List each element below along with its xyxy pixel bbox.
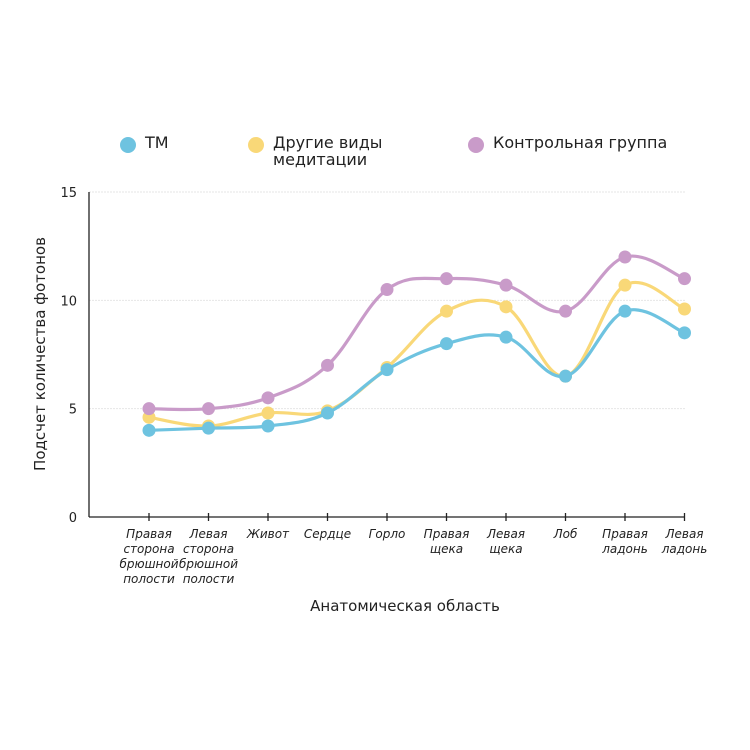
x-tick-label: Правая сторона брюшной полости bbox=[119, 527, 178, 586]
point-tm bbox=[499, 330, 513, 344]
point-control-group bbox=[202, 402, 215, 416]
y-tick-label: 10 bbox=[60, 294, 77, 309]
legend-label-tm: ТМ bbox=[145, 133, 169, 152]
series-control-group bbox=[142, 250, 691, 416]
x-tick-label-line: Правая bbox=[424, 527, 470, 541]
point-control-group bbox=[142, 402, 156, 416]
y-tick-label: 15 bbox=[60, 186, 77, 201]
x-tick-label-line: полости bbox=[123, 572, 175, 586]
x-tick-label: Левая ладонь bbox=[661, 527, 708, 556]
x-tick-label-line: Сердце bbox=[304, 527, 351, 541]
x-tick-label-line: полости bbox=[183, 572, 235, 586]
point-tm bbox=[261, 419, 275, 433]
x-tick-label-line: щека bbox=[430, 542, 463, 556]
x-tick-label-line: Правая bbox=[126, 527, 172, 541]
x-tick-label-line: сторона bbox=[123, 542, 174, 556]
x-tick-label-line: Левая bbox=[486, 527, 525, 541]
x-tick-label: Правая щека bbox=[424, 527, 470, 556]
point-tm bbox=[618, 304, 632, 318]
point-tm bbox=[559, 369, 572, 383]
x-tick-label-line: Правая bbox=[602, 527, 648, 541]
line-control-group bbox=[147, 254, 687, 412]
y-axis-title: Подсчет количества фотонов bbox=[31, 237, 49, 471]
point-tm bbox=[321, 406, 334, 420]
y-tick-label: 5 bbox=[69, 403, 77, 418]
legend-label-control-group: Контрольная группа bbox=[493, 133, 668, 152]
line-tm bbox=[147, 308, 687, 432]
x-tick-label-line: ладонь bbox=[661, 542, 708, 556]
point-control-group bbox=[380, 283, 394, 296]
point-control-group bbox=[678, 272, 691, 286]
x-tick-label-line: Левая bbox=[664, 527, 703, 541]
x-tick-label: Правая ладонь bbox=[601, 527, 648, 556]
point-control-group bbox=[499, 278, 513, 292]
axes bbox=[88, 192, 686, 521]
point-control-group bbox=[440, 272, 453, 286]
point-tm bbox=[440, 337, 453, 351]
point-other-meditation bbox=[261, 406, 275, 420]
point-control-group bbox=[261, 391, 275, 405]
x-tick-label-line: Левая bbox=[188, 527, 227, 541]
series-tm bbox=[142, 304, 691, 437]
x-tick-label: Лоб bbox=[553, 527, 578, 541]
point-tm bbox=[678, 326, 691, 340]
point-tm bbox=[142, 423, 156, 437]
legend-label-other-meditation: Другие виды медитации bbox=[273, 133, 383, 169]
legend: ТМ Другие виды медитации Контрольная гру… bbox=[0, 134, 750, 184]
y-tick-label: 0 bbox=[69, 511, 77, 526]
point-other-meditation bbox=[678, 302, 691, 316]
line-other-meditation bbox=[147, 281, 687, 428]
x-tick-label-line: брюшной bbox=[119, 557, 178, 571]
x-tick-label-line: щека bbox=[489, 542, 522, 556]
x-tick-label-line: Горло bbox=[369, 527, 406, 541]
x-axis-title: Анатомическая область bbox=[310, 597, 500, 615]
x-tick-label-line: брюшной bbox=[179, 557, 238, 571]
x-tick-label-line: сторона bbox=[183, 542, 234, 556]
x-tick-label: Горло bbox=[369, 527, 406, 541]
x-tick-label-line: Лоб bbox=[553, 527, 578, 541]
point-control-group bbox=[559, 304, 572, 318]
x-tick-label-line: Живот bbox=[246, 527, 290, 541]
point-other-meditation bbox=[618, 278, 632, 292]
x-tick-label: Живот bbox=[246, 527, 290, 541]
legend-marker-other-meditation bbox=[248, 137, 264, 153]
legend-marker-control-group bbox=[468, 137, 484, 153]
point-other-meditation bbox=[440, 304, 453, 318]
x-tick-label: Левая сторона брюшной полости bbox=[179, 527, 238, 586]
legend-item-other-meditation[interactable]: Другие виды медитации bbox=[248, 134, 382, 168]
point-tm bbox=[202, 421, 215, 435]
legend-marker-tm bbox=[120, 137, 136, 153]
x-tick-label: Левая щека bbox=[486, 527, 525, 556]
point-tm bbox=[380, 363, 394, 377]
legend-item-tm[interactable]: ТМ bbox=[120, 134, 169, 153]
point-control-group bbox=[321, 358, 334, 372]
point-other-meditation bbox=[499, 300, 513, 314]
gridlines bbox=[89, 191, 686, 410]
series bbox=[142, 250, 691, 437]
legend-item-control-group[interactable]: Контрольная группа bbox=[468, 134, 667, 153]
x-tick-label-line: ладонь bbox=[601, 542, 648, 556]
x-tick-label: Сердце bbox=[304, 527, 351, 541]
point-control-group bbox=[618, 250, 632, 264]
